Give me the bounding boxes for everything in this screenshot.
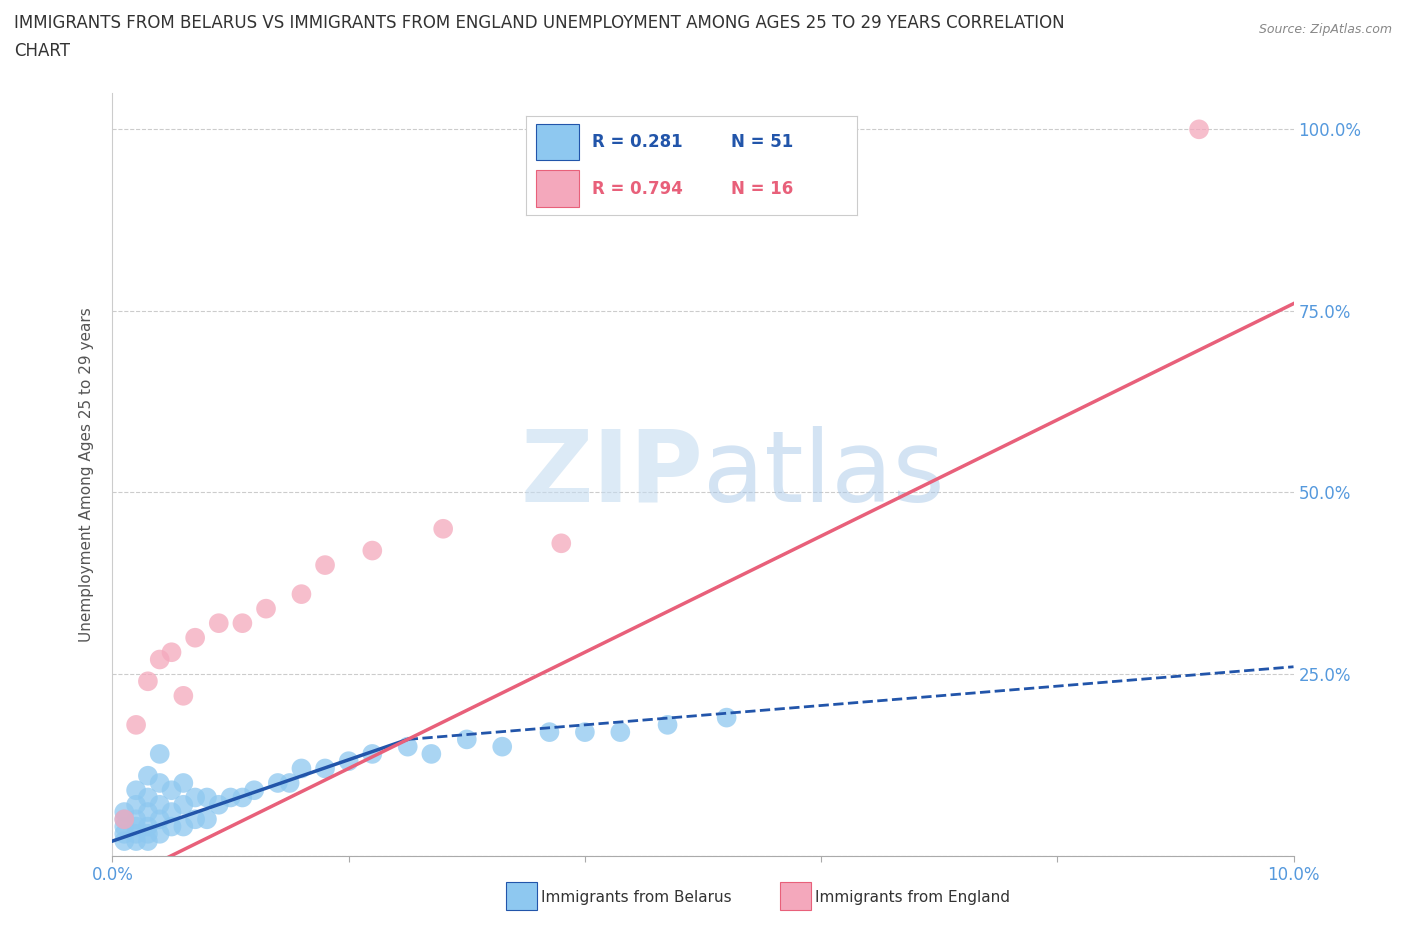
- Point: [184, 812, 207, 827]
- Point: [125, 717, 148, 732]
- Text: Immigrants from England: Immigrants from England: [815, 890, 1011, 905]
- Point: [361, 747, 384, 762]
- Point: [184, 631, 207, 645]
- Point: [136, 804, 159, 819]
- Point: [136, 768, 159, 783]
- Point: [125, 783, 148, 798]
- Text: IMMIGRANTS FROM BELARUS VS IMMIGRANTS FROM ENGLAND UNEMPLOYMENT AMONG AGES 25 TO: IMMIGRANTS FROM BELARUS VS IMMIGRANTS FR…: [14, 14, 1064, 32]
- Point: [149, 827, 172, 842]
- Point: [172, 797, 194, 812]
- Point: [112, 812, 135, 827]
- Point: [550, 536, 572, 551]
- Text: CHART: CHART: [14, 42, 70, 60]
- Point: [219, 790, 242, 805]
- Point: [112, 812, 135, 827]
- Point: [172, 776, 194, 790]
- Point: [208, 616, 231, 631]
- Point: [136, 790, 159, 805]
- Point: [195, 812, 218, 827]
- Point: [112, 833, 135, 848]
- Point: [136, 827, 159, 842]
- Point: [184, 790, 207, 805]
- Point: [149, 652, 172, 667]
- Point: [278, 776, 301, 790]
- Point: [267, 776, 290, 790]
- Point: [160, 804, 183, 819]
- Point: [254, 601, 277, 616]
- Point: [125, 827, 148, 842]
- Point: [112, 819, 135, 834]
- Point: [149, 776, 172, 790]
- Text: Immigrants from Belarus: Immigrants from Belarus: [541, 890, 733, 905]
- Point: [290, 587, 312, 602]
- Point: [149, 747, 172, 762]
- Point: [125, 819, 148, 834]
- Point: [538, 724, 561, 739]
- Point: [195, 790, 218, 805]
- Point: [160, 819, 183, 834]
- Point: [231, 790, 253, 805]
- Point: [160, 783, 183, 798]
- Point: [574, 724, 596, 739]
- Point: [1188, 122, 1211, 137]
- Point: [657, 717, 679, 732]
- Point: [136, 833, 159, 848]
- Y-axis label: Unemployment Among Ages 25 to 29 years: Unemployment Among Ages 25 to 29 years: [79, 307, 94, 642]
- Point: [432, 522, 454, 537]
- Point: [172, 688, 194, 703]
- Point: [112, 827, 135, 842]
- Point: [609, 724, 631, 739]
- Point: [149, 797, 172, 812]
- Point: [716, 711, 738, 725]
- Point: [314, 761, 336, 776]
- Point: [290, 761, 312, 776]
- Point: [172, 819, 194, 834]
- Point: [456, 732, 478, 747]
- Point: [125, 833, 148, 848]
- Point: [396, 739, 419, 754]
- Text: Source: ZipAtlas.com: Source: ZipAtlas.com: [1258, 23, 1392, 36]
- Point: [314, 558, 336, 573]
- Text: atlas: atlas: [703, 426, 945, 523]
- Point: [136, 674, 159, 689]
- Point: [243, 783, 266, 798]
- Point: [136, 819, 159, 834]
- Point: [208, 797, 231, 812]
- Point: [149, 812, 172, 827]
- Point: [160, 644, 183, 659]
- Point: [112, 804, 135, 819]
- Point: [125, 812, 148, 827]
- Point: [231, 616, 253, 631]
- Point: [337, 753, 360, 768]
- Point: [125, 797, 148, 812]
- Point: [491, 739, 513, 754]
- Point: [361, 543, 384, 558]
- Text: ZIP: ZIP: [520, 426, 703, 523]
- Point: [420, 747, 443, 762]
